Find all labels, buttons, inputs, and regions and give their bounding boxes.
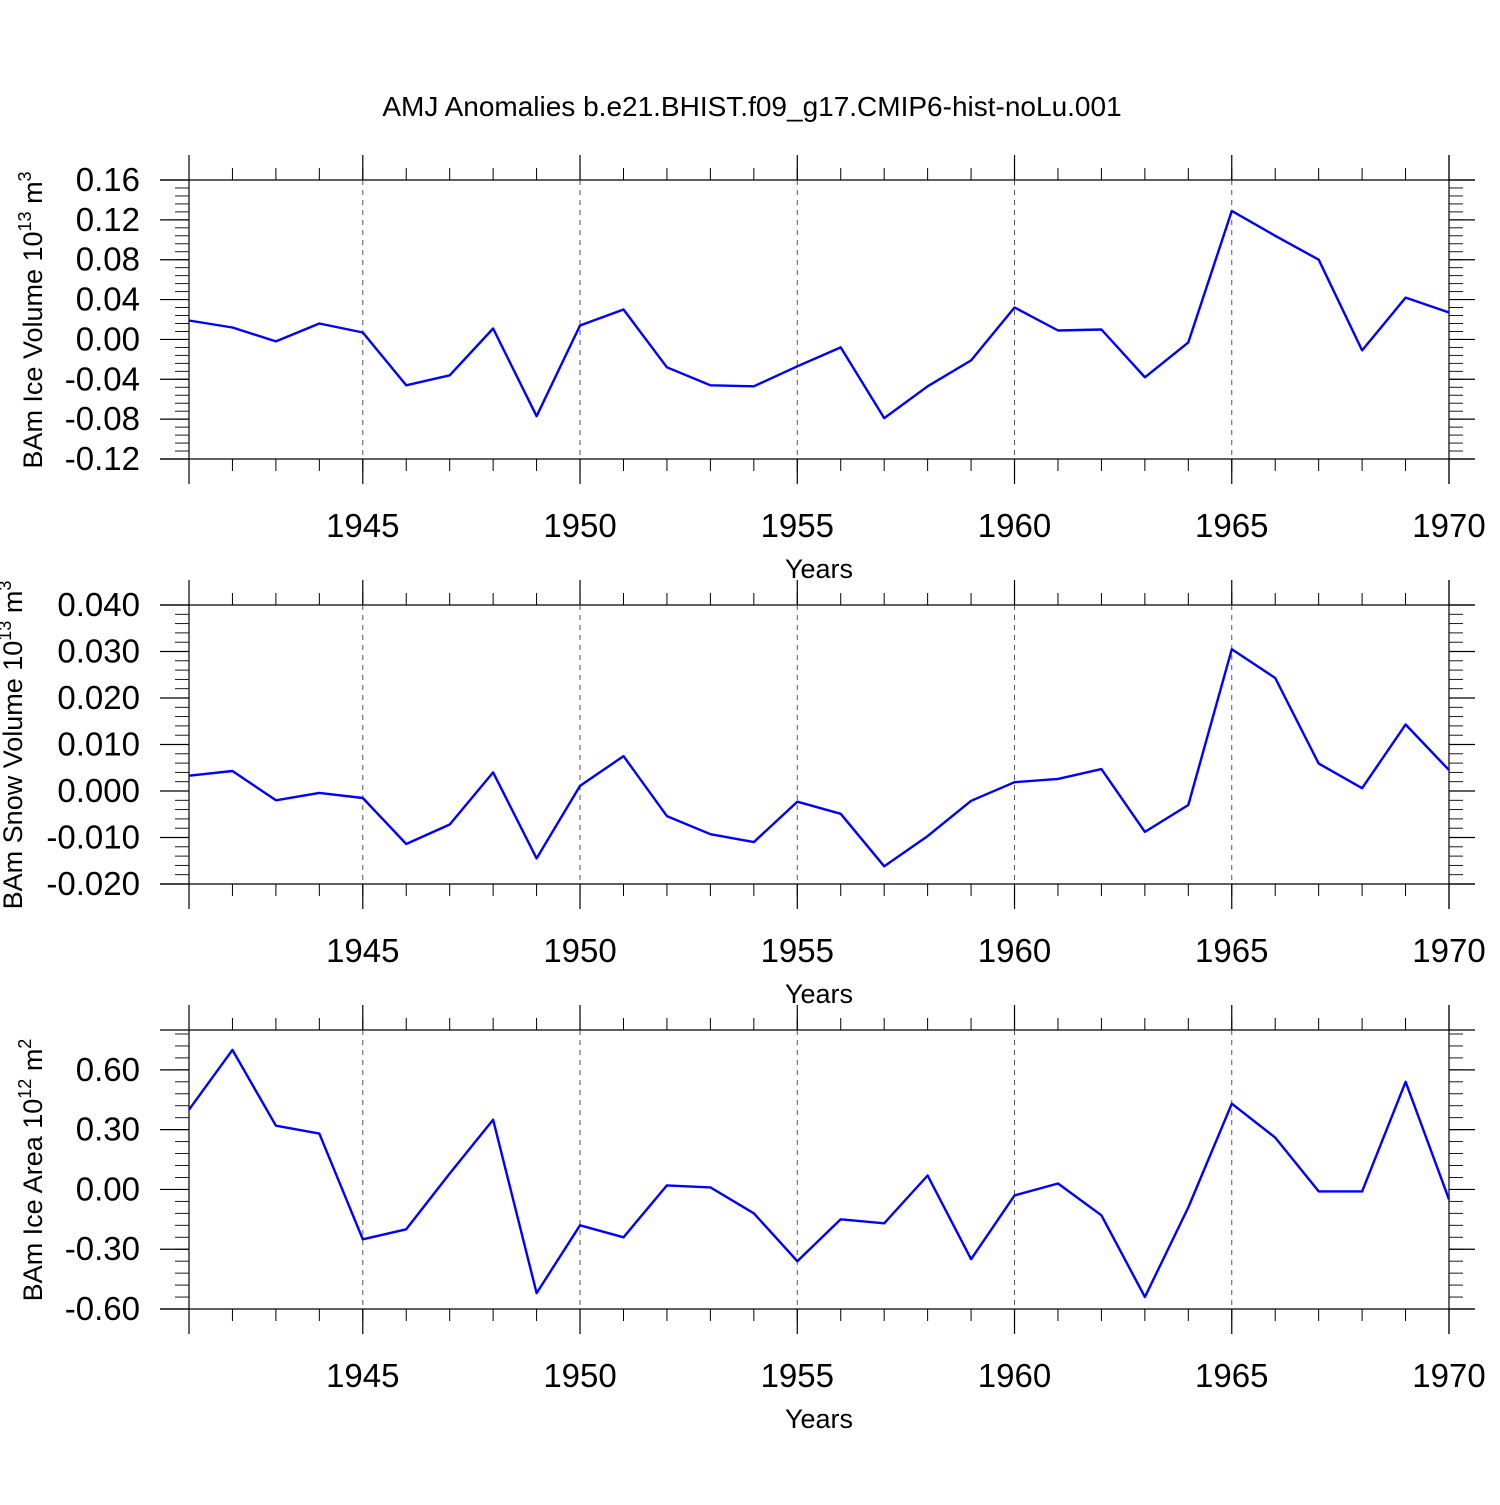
- y-tick-label: 0.60: [76, 1051, 140, 1088]
- y-tick-label: 0.030: [57, 633, 140, 670]
- x-tick-label: 1965: [1195, 932, 1268, 969]
- y-tick-label: 0.16: [76, 161, 140, 198]
- panel-2: 1945 1950 1955 1960 1965 1970 -0.020 -0.010 0.00…: [0, 580, 1486, 1009]
- y-tick-label: -0.30: [65, 1230, 140, 1267]
- y-tick-label: 0.000: [57, 772, 140, 809]
- y-tick-label: 0.00: [76, 320, 140, 357]
- y-axis-label-exponent: 13: [15, 211, 35, 231]
- x-tick-label: 1960: [978, 1357, 1051, 1394]
- x-axis-label: Years: [785, 1404, 853, 1434]
- y-axis-label-unit-exponent: 3: [15, 171, 35, 181]
- x-axis-label: Years: [785, 554, 853, 584]
- y-axis-label-unit-exponent: 2: [15, 1039, 35, 1049]
- x-tick-label: 1955: [761, 932, 834, 969]
- y-axis-label-text: BAm Snow Volume 10: [0, 641, 28, 910]
- y-tick-label: -0.010: [46, 819, 140, 856]
- y-tick-label: 0.30: [76, 1111, 140, 1148]
- x-tick-label: 1960: [978, 507, 1051, 544]
- y-tick-label: 0.12: [76, 201, 140, 238]
- y-axis-label-unit: m: [0, 591, 28, 621]
- x-tick-label: 1950: [543, 1357, 616, 1394]
- y-axis-label-text: BAm Ice Volume 10: [18, 231, 48, 468]
- y-axis-label-exponent: 13: [0, 621, 15, 641]
- x-tick-label: 1965: [1195, 507, 1268, 544]
- x-tick-label: 1965: [1195, 1357, 1268, 1394]
- y-tick-label: 0.010: [57, 726, 140, 763]
- y-tick-label: 0.00: [76, 1170, 140, 1207]
- x-tick-label: 1970: [1412, 1357, 1485, 1394]
- chart-title: AMJ Anomalies b.e21.BHIST.f09_g17.CMIP6-…: [382, 91, 1121, 122]
- y-tick-label: 0.04: [76, 281, 140, 318]
- y-axis-label-unit: m: [18, 1049, 48, 1079]
- x-tick-label: 1945: [326, 932, 399, 969]
- y-axis-label-unit-exponent: 3: [0, 581, 15, 591]
- x-tick-label: 1950: [543, 507, 616, 544]
- x-tick-label: 1970: [1412, 932, 1485, 969]
- x-tick-label: 1955: [761, 1357, 834, 1394]
- y-axis-label: BAm Ice Area 1012 m2: [15, 1039, 48, 1302]
- x-tick-label: 1960: [978, 932, 1051, 969]
- series-line: [188, 1048, 1451, 1299]
- y-axis-label-exponent: 12: [15, 1079, 35, 1099]
- y-axis-label: BAm Ice Volume 1013 m3: [15, 171, 48, 468]
- x-tick-label: 1945: [326, 507, 399, 544]
- x-tick-label: 1955: [761, 507, 834, 544]
- y-tick-label: -0.12: [65, 440, 140, 477]
- y-tick-label: -0.60: [65, 1290, 140, 1327]
- x-tick-label: 1970: [1412, 507, 1485, 544]
- y-tick-label: -0.020: [46, 865, 140, 902]
- y-tick-label: -0.08: [65, 400, 140, 437]
- x-axis-label: Years: [785, 979, 853, 1009]
- y-tick-label: -0.04: [65, 360, 140, 397]
- y-tick-label: 0.020: [57, 679, 140, 716]
- series-line: [188, 209, 1450, 420]
- y-tick-label: 0.040: [57, 586, 140, 623]
- y-axis-label-text: BAm Ice Area 10: [18, 1099, 48, 1302]
- y-axis-label-unit: m: [18, 181, 48, 211]
- panel-1: 1945 1950 1955 1960 1965 1970-0.12-0.08-0.040…: [15, 155, 1486, 584]
- x-tick-label: 1945: [326, 1357, 399, 1394]
- y-axis-label: BAm Snow Volume 1013 m3: [0, 581, 28, 910]
- series-line: [188, 648, 1450, 868]
- panel-3: 1945 1950 1955 1960 1965 1970 -0.60 -0.30 0.00 0.…: [15, 1005, 1486, 1434]
- x-tick-label: 1950: [543, 932, 616, 969]
- y-tick-label: 0.08: [76, 241, 140, 278]
